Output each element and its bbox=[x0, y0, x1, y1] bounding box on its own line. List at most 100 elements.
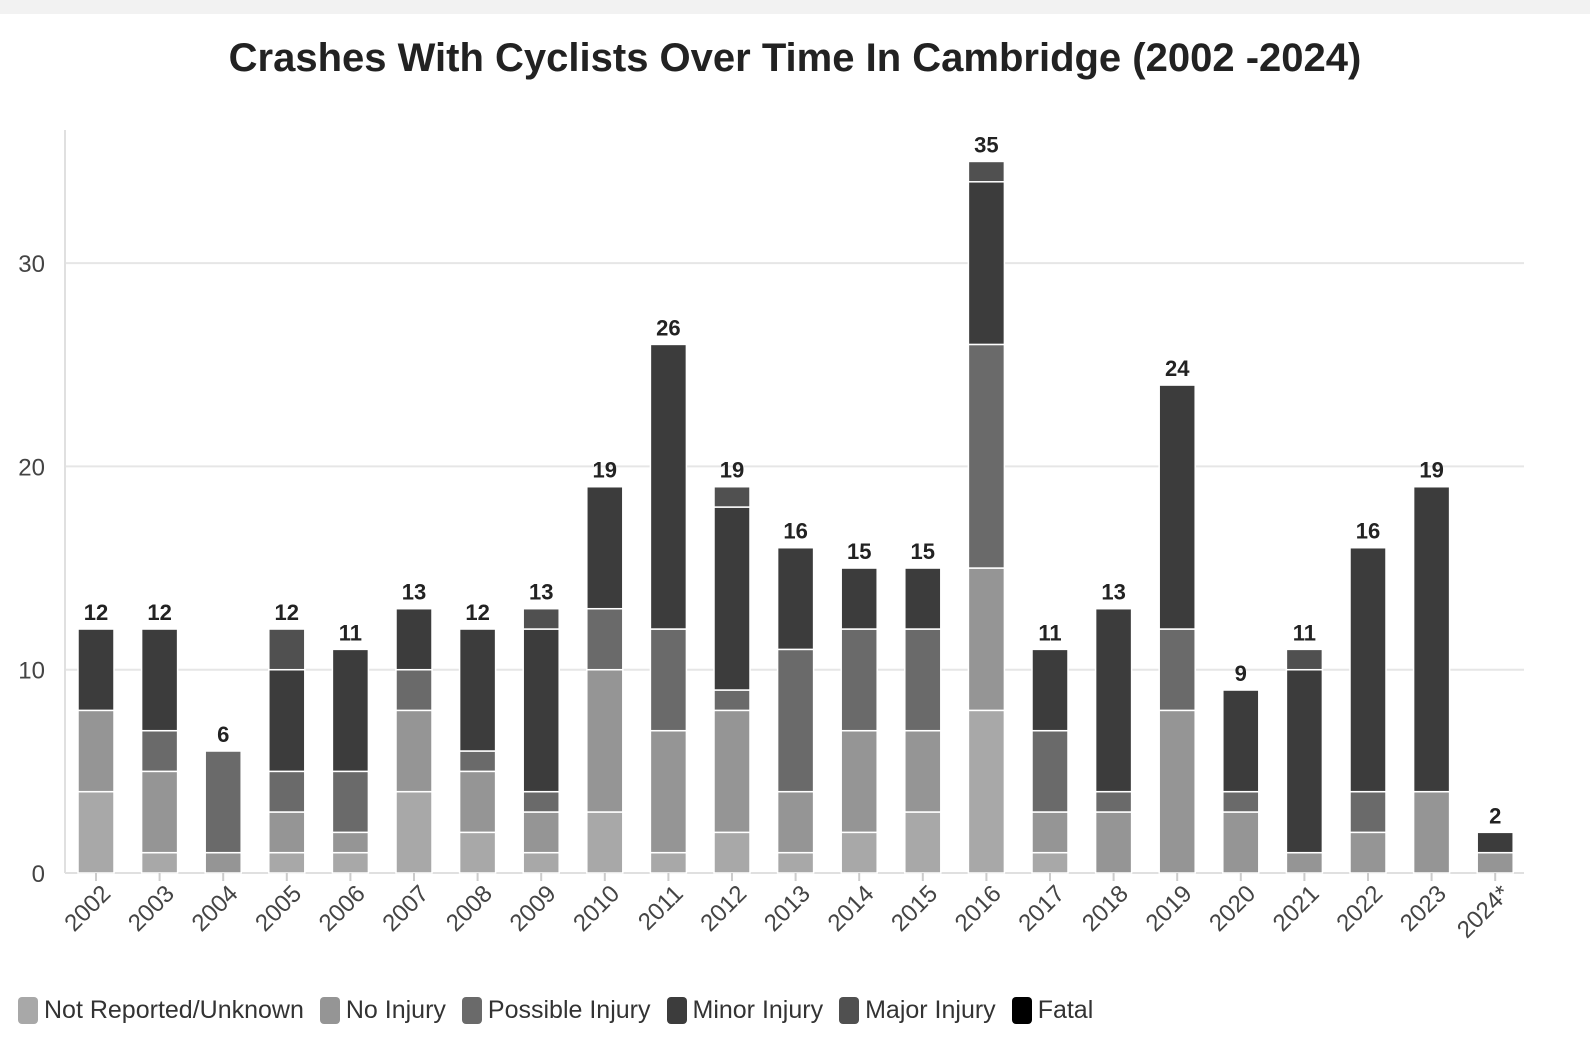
legend-swatch bbox=[666, 997, 687, 1024]
bar-segment-2011-no-injury bbox=[649, 729, 688, 854]
x-tick-label-2011: 2011 bbox=[633, 880, 689, 936]
bar-segment-2013-not-reported-unknown bbox=[776, 851, 815, 874]
bar-segment-2006-no-injury bbox=[331, 831, 370, 854]
x-tick-label-2012: 2012 bbox=[695, 880, 752, 937]
total-label-2008: 12 bbox=[465, 600, 489, 625]
legend-item-minor-injury: Minor Injury bbox=[666, 996, 824, 1025]
total-label-2020: 9 bbox=[1235, 661, 1247, 686]
x-tick-label-2014: 2014 bbox=[823, 880, 880, 937]
total-label-2003: 12 bbox=[147, 600, 171, 625]
x-tick-label-2005: 2005 bbox=[250, 880, 307, 937]
bar-segment-2009-possible-injury bbox=[522, 790, 560, 813]
chart-legend: Not Reported/Unknown No Injury Possible In… bbox=[18, 996, 1109, 1025]
bar-segment-2023-minor-injury bbox=[1412, 485, 1451, 793]
legend-label: Major Injury bbox=[865, 996, 996, 1024]
total-label-2002: 12 bbox=[84, 600, 108, 625]
bar-segment-2005-major-injury bbox=[268, 628, 306, 671]
bar-segment-2024-minor-injury bbox=[1476, 831, 1514, 854]
total-label-2005: 12 bbox=[275, 600, 299, 625]
x-tick-label-2015: 2015 bbox=[886, 880, 943, 937]
bar-segment-2002-not-reported-unknown bbox=[77, 790, 115, 874]
bar-segment-2020-minor-injury bbox=[1222, 689, 1260, 793]
bar-segment-2019-possible-injury bbox=[1158, 628, 1196, 712]
x-tick-label-2003: 2003 bbox=[123, 880, 180, 937]
bar-segment-2018-possible-injury bbox=[1094, 790, 1133, 813]
x-tick-label-2017: 2017 bbox=[1013, 880, 1070, 937]
bar-segment-2016-not-reported-unknown bbox=[967, 709, 1006, 874]
x-tick-label-2016: 2016 bbox=[950, 880, 1007, 937]
total-label-2024: 2 bbox=[1489, 803, 1501, 828]
bar-segment-2005-minor-injury bbox=[268, 668, 306, 773]
legend-label: Not Reported/Unknown bbox=[44, 996, 304, 1024]
bar-segment-2002-minor-injury bbox=[77, 628, 115, 712]
x-tick-label-2019: 2019 bbox=[1141, 880, 1198, 937]
total-label-2018: 13 bbox=[1101, 580, 1125, 605]
bar-segment-2012-not-reported-unknown bbox=[713, 831, 751, 874]
legend-label: No Injury bbox=[345, 996, 446, 1024]
bar-segment-2021-minor-injury bbox=[1285, 668, 1324, 854]
total-label-2012: 19 bbox=[720, 458, 744, 483]
bar-segment-2003-possible-injury bbox=[140, 729, 179, 773]
bar-segment-2012-major-injury bbox=[713, 485, 751, 508]
legend-label: Minor Injury bbox=[692, 996, 824, 1024]
bar-segment-2005-possible-injury bbox=[268, 770, 306, 813]
bar-segment-2003-not-reported-unknown bbox=[140, 851, 179, 874]
bar-segment-2022-possible-injury bbox=[1349, 790, 1387, 834]
bar-segment-2006-minor-injury bbox=[331, 648, 370, 773]
total-label-2023: 19 bbox=[1419, 458, 1443, 483]
bar-segment-2011-minor-injury bbox=[649, 343, 688, 630]
bar-segment-2014-possible-injury bbox=[840, 628, 878, 732]
bar-segment-2013-no-injury bbox=[776, 790, 815, 854]
bar-segment-2005-not-reported-unknown bbox=[268, 851, 306, 874]
bar-segment-2010-minor-injury bbox=[586, 485, 624, 610]
bar-segment-2017-possible-injury bbox=[1031, 729, 1069, 813]
x-tick-label-2013: 2013 bbox=[759, 880, 816, 937]
x-tick-label-2020: 2020 bbox=[1204, 880, 1261, 937]
bar-segment-2010-not-reported-unknown bbox=[586, 811, 624, 874]
legend-item-major-injury: Major Injury bbox=[839, 996, 996, 1025]
x-tick-label-2006: 2006 bbox=[314, 880, 371, 937]
total-label-2009: 13 bbox=[529, 580, 553, 605]
bar-segment-2014-no-injury bbox=[840, 729, 878, 834]
total-label-2021: 11 bbox=[1293, 620, 1316, 645]
bar-segment-2012-possible-injury bbox=[713, 689, 751, 712]
y-tick-label-10: 10 bbox=[18, 658, 45, 685]
total-label-2014: 15 bbox=[847, 539, 871, 564]
x-tick-label-2024: 2024* bbox=[1452, 880, 1515, 943]
bar-segment-2018-no-injury bbox=[1094, 811, 1133, 874]
legend-item-fatal: Fatal bbox=[1011, 996, 1093, 1025]
bar-segment-2008-possible-injury bbox=[458, 750, 497, 773]
bar-segment-2009-minor-injury bbox=[522, 628, 560, 793]
bar-segment-2021-no-injury bbox=[1285, 851, 1324, 874]
x-tick-label-2002: 2002 bbox=[59, 880, 116, 937]
bar-segment-2003-no-injury bbox=[140, 770, 179, 854]
total-label-2017: 11 bbox=[1038, 620, 1061, 645]
bar-segment-2007-possible-injury bbox=[395, 668, 433, 712]
total-label-2015: 15 bbox=[911, 539, 935, 564]
bar-segment-2020-possible-injury bbox=[1222, 790, 1260, 813]
bar-segment-2008-minor-injury bbox=[458, 628, 497, 752]
total-label-2013: 16 bbox=[783, 519, 807, 544]
x-tick-label-2010: 2010 bbox=[568, 880, 625, 937]
bar-segment-2023-no-injury bbox=[1412, 790, 1451, 874]
legend-swatch bbox=[839, 997, 860, 1024]
total-label-2007: 13 bbox=[402, 580, 426, 605]
x-tick-label-2023: 2023 bbox=[1395, 880, 1452, 937]
y-tick-label-20: 20 bbox=[18, 454, 45, 481]
bar-segment-2009-no-injury bbox=[522, 811, 560, 854]
y-tick-label-0: 0 bbox=[32, 861, 45, 888]
total-label-2022: 16 bbox=[1356, 519, 1380, 544]
bar-segment-2002-no-injury bbox=[77, 709, 115, 793]
bar-segment-2015-no-injury bbox=[904, 729, 942, 813]
bar-segment-2008-no-injury bbox=[458, 770, 497, 834]
total-label-2019: 24 bbox=[1165, 356, 1190, 381]
bar-segment-2011-possible-injury bbox=[649, 628, 688, 732]
bar-segment-2012-no-injury bbox=[713, 709, 751, 834]
x-tick-label-2004: 2004 bbox=[187, 880, 244, 937]
total-label-2006: 11 bbox=[339, 620, 362, 645]
bar-segment-2019-minor-injury bbox=[1158, 384, 1196, 630]
total-label-2004: 6 bbox=[217, 722, 229, 747]
bar-segment-2007-minor-injury bbox=[395, 607, 433, 671]
x-tick-label-2007: 2007 bbox=[377, 880, 434, 937]
bar-segment-2010-no-injury bbox=[586, 668, 624, 813]
